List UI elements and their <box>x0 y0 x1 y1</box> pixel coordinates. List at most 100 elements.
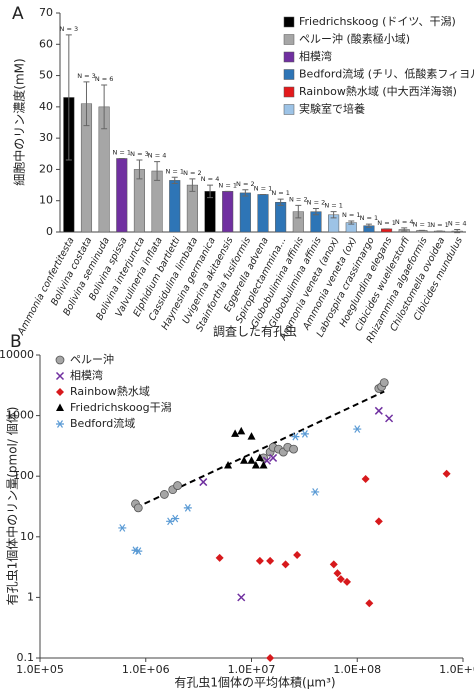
point <box>171 514 180 523</box>
error-bar <box>101 84 108 130</box>
y-tick-label: 70 <box>39 6 53 19</box>
bar <box>222 191 234 233</box>
sample-size: N = 2 <box>289 195 308 203</box>
error-bar <box>330 211 337 219</box>
legend-swatch <box>283 86 295 98</box>
sample-size: N = 1 <box>430 221 449 229</box>
error-bar <box>401 227 408 232</box>
sample-size: N = 4 <box>395 218 414 226</box>
point <box>183 504 192 512</box>
point <box>343 577 352 586</box>
sample-size: N = 4 <box>448 219 467 227</box>
bar <box>257 194 269 233</box>
error-bar <box>295 204 302 219</box>
legend-swatch <box>283 51 295 63</box>
panel-label: A <box>12 4 24 24</box>
bar <box>275 202 287 233</box>
x-tick-label: 1.0E+09 <box>439 663 474 676</box>
point <box>159 490 169 499</box>
legend-swatch <box>283 34 295 45</box>
legend-label: Friedrichskoog (ドイツ、干潟) <box>299 15 456 28</box>
y-tick-label: 40 <box>39 100 53 113</box>
sample-size: N = 1 <box>342 211 361 219</box>
point <box>385 414 394 423</box>
legend-swatch <box>283 16 295 28</box>
point <box>365 599 374 608</box>
point <box>134 547 143 555</box>
legend-label: Rainbow熱水域 <box>70 385 150 398</box>
point <box>266 556 275 565</box>
sample-size: N = 3 <box>130 150 149 158</box>
y-axis-title: 有孔虫1個体中のリン量(pmol/ 個体) <box>5 407 20 606</box>
point <box>259 461 268 469</box>
bar <box>239 192 251 233</box>
point <box>118 524 127 532</box>
legend-marker <box>55 371 65 381</box>
point <box>224 461 233 469</box>
sample-size: N = 1 <box>377 219 396 227</box>
y-tick-label: 30 <box>39 131 53 144</box>
legend-label: Bedford流域 <box>70 416 135 430</box>
y-tick-label: 0.1 <box>17 651 35 664</box>
sample-size: N = 2 <box>183 169 202 177</box>
sample-size: N = 4 <box>148 152 167 160</box>
sample-size: N = 6 <box>95 75 114 83</box>
bar <box>186 184 198 233</box>
error-bar <box>365 223 372 228</box>
error-bar <box>312 208 319 216</box>
point <box>329 560 338 569</box>
sample-size: N = 3 <box>77 72 96 80</box>
sample-size: N = 1 <box>413 220 432 228</box>
point <box>333 569 342 578</box>
error-bar <box>65 34 72 161</box>
y-tick-label: 0 <box>46 225 53 238</box>
legend-marker <box>56 388 64 396</box>
point <box>361 474 370 483</box>
error-bar <box>83 81 90 127</box>
bar <box>169 180 181 233</box>
point <box>199 478 208 487</box>
point <box>289 444 298 454</box>
point <box>281 560 290 569</box>
panel-label: B <box>10 332 22 352</box>
y-tick-label: 1000 <box>6 409 34 422</box>
x-axis-title: 有孔虫1個体の平均体積(μm³) <box>174 675 335 690</box>
point <box>240 456 249 464</box>
point <box>237 593 246 602</box>
y-axis-title: 細胞中のリン濃度(mM) <box>12 58 27 185</box>
x-tick-label: 1.0E+06 <box>122 663 170 676</box>
error-bar <box>189 178 196 192</box>
y-tick-label: 1 <box>27 590 34 603</box>
sample-size: N = 1 <box>254 184 273 192</box>
point <box>266 654 275 662</box>
point <box>336 575 345 584</box>
x-axis-title: 調査した有孔虫 <box>213 325 297 339</box>
point <box>255 556 264 565</box>
sample-size: N = 1 <box>324 202 343 210</box>
point <box>237 426 246 435</box>
sample-size: N = 3 <box>60 25 79 33</box>
legend-label: 相模湾 <box>299 49 332 63</box>
error-bar <box>277 198 284 206</box>
sample-size: N = 1 <box>360 214 379 222</box>
sample-size: N = 2 <box>236 180 255 188</box>
y-tick-label: 60 <box>39 37 53 50</box>
y-tick-label: 100 <box>13 469 34 482</box>
x-tick-label: 1.0E+08 <box>333 663 381 676</box>
point <box>300 429 309 438</box>
legend-label: ペルー沖 <box>70 353 114 366</box>
sample-size: N = 2 <box>307 199 326 207</box>
x-tick-label: 1.0E+05 <box>16 663 64 676</box>
point <box>255 453 264 461</box>
error-bar <box>454 228 461 234</box>
point <box>374 406 383 415</box>
legend-marker <box>56 403 64 411</box>
x-tick-label: 1.0E+07 <box>228 663 276 676</box>
legend-marker <box>55 355 65 365</box>
legend-swatch <box>283 69 295 80</box>
legend-label: 相模湾 <box>70 368 103 382</box>
error-bar <box>154 161 161 181</box>
point <box>173 481 182 490</box>
point <box>291 432 300 441</box>
